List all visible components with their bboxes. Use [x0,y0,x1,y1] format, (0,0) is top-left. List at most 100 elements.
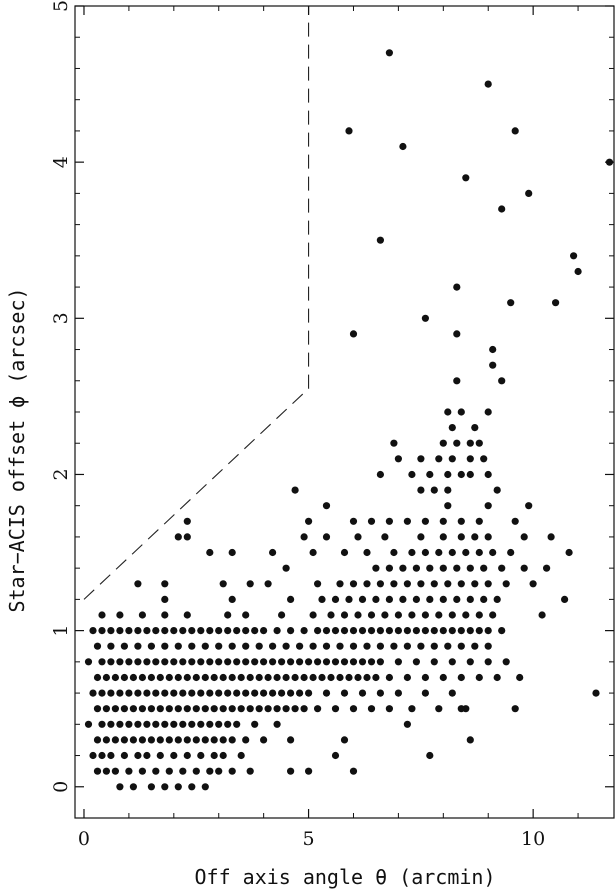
data-point [403,720,411,728]
data-point [412,658,420,666]
data-point [471,642,479,650]
data-point [439,533,447,541]
data-point [453,439,461,447]
data-point [376,470,384,479]
data-point [98,611,106,619]
data-point [439,439,447,447]
x-axis-title: Off axis angle θ (arcmin) [194,865,495,889]
data-point [138,736,146,744]
data-point [435,455,443,463]
data-point [390,548,398,557]
data-point [385,673,393,682]
data-point [507,548,515,557]
data-point [107,627,115,635]
data-point [116,720,124,728]
data-point [287,595,295,604]
data-point [417,455,425,463]
data-point [493,673,501,682]
data-point [260,627,268,635]
data-point [439,517,447,525]
data-point [246,705,254,713]
data-point [399,564,407,572]
data-point [89,627,97,635]
data-point [421,314,429,322]
data-point [439,595,447,604]
data-point [372,564,380,572]
data-point [439,564,447,572]
data-point [363,642,371,650]
data-point [147,705,155,713]
data-point [448,689,456,697]
data-point [246,580,254,588]
data-point [403,642,411,650]
data-point [439,627,447,635]
data-point [543,564,551,572]
data-point [152,627,160,635]
data-point [376,236,384,244]
data-point [143,720,151,728]
data-point [134,627,142,635]
data-point [466,595,474,604]
data-point [305,517,313,525]
data-point [224,689,232,697]
data-point [120,751,128,760]
data-point [489,611,497,619]
data-point [430,486,438,494]
data-point [314,627,322,635]
data-point [314,580,322,588]
data-point [111,673,119,682]
data-point [475,627,483,635]
data-point [282,673,290,682]
data-point [174,673,182,682]
data-point [215,658,223,666]
data-point [547,533,555,541]
data-point [322,502,331,510]
data-point [242,611,250,619]
data-point [394,455,402,463]
data-point [98,689,106,697]
data-point [170,751,178,760]
data-point [421,517,429,525]
data-point [403,673,411,682]
data-point [309,611,317,619]
data-point [165,767,173,775]
y-tick-label: 2 [50,468,72,480]
data-point [462,548,470,557]
data-point [462,174,470,182]
data-point [305,689,313,697]
data-point [269,642,277,650]
x-tick-label: 10 [521,828,545,850]
data-point [322,533,331,541]
data-point [448,658,456,666]
data-point [273,720,281,728]
data-point [592,689,600,697]
data-point [408,470,416,479]
data-point [125,767,133,775]
y-tick-label: 1 [50,625,72,637]
data-point [561,595,569,604]
data-point [111,705,119,713]
data-point [466,658,474,666]
data-point [511,705,519,713]
data-points [84,49,614,791]
data-point [457,517,465,525]
data-point [255,642,263,650]
data-point [448,627,456,635]
y-tick-label: 0 [50,781,72,793]
data-point [340,658,349,666]
data-point [143,627,151,635]
data-point [511,127,519,135]
data-point [367,705,376,713]
data-point [192,705,200,713]
data-point [210,673,218,682]
data-point [188,689,196,697]
data-point [134,658,142,666]
data-point [493,595,501,604]
data-point [233,627,241,635]
data-point [138,673,146,682]
data-point [224,720,232,728]
data-point [435,611,443,619]
data-point [89,689,97,697]
data-point [98,720,106,728]
data-point [507,299,515,307]
